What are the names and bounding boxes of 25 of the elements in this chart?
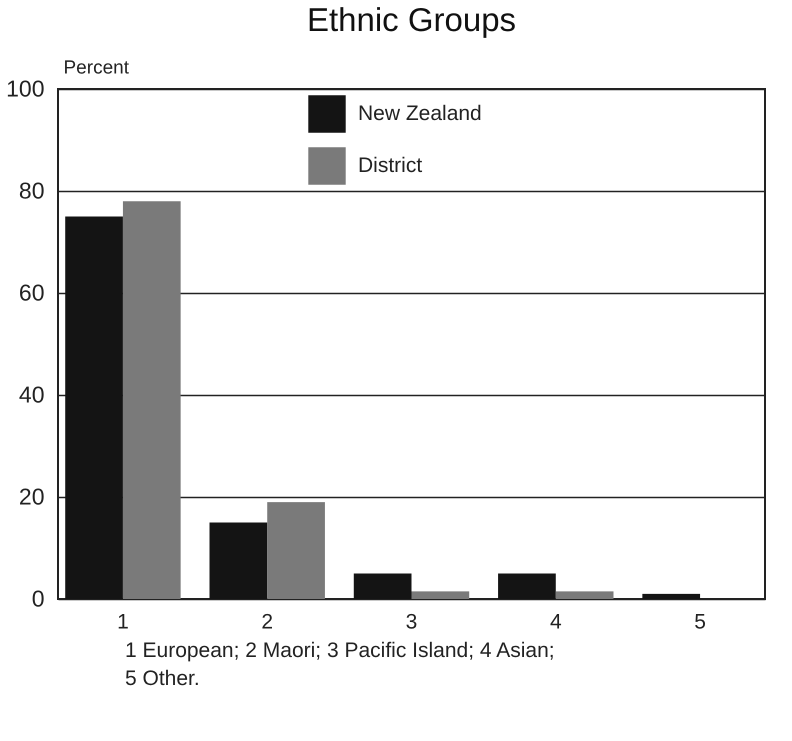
y-tick-label: 20	[18, 484, 44, 510]
y-axis-title: Percent	[64, 58, 130, 78]
chart-title: Ethnic Groups	[306, 1, 516, 38]
x-tick-label: 5	[694, 610, 706, 634]
y-tick-label: 100	[6, 76, 44, 102]
bar	[412, 591, 470, 599]
x-tick-label: 3	[406, 610, 418, 634]
x-tick-label: 2	[261, 610, 274, 634]
y-tick-label: 0	[32, 586, 44, 612]
y-tick-label: 40	[18, 382, 44, 408]
legend-label: New Zealand	[358, 102, 482, 125]
x-tick-label: 1	[117, 610, 129, 634]
text: 1 European; 2 Maori; 3 Pacific Island; 4 Asian; 5 Other.	[125, 638, 556, 692]
bar	[354, 574, 412, 599]
bar	[556, 591, 614, 599]
y-tick-label: 60	[18, 280, 44, 306]
bar	[498, 574, 556, 599]
y-tick-label: 80	[18, 178, 44, 204]
bar	[267, 502, 325, 599]
legend-label: District	[358, 154, 422, 177]
bar	[642, 594, 700, 599]
bar	[210, 522, 268, 599]
x-tick-label: 4	[550, 610, 562, 634]
bar	[122, 201, 181, 599]
bar	[65, 216, 123, 599]
